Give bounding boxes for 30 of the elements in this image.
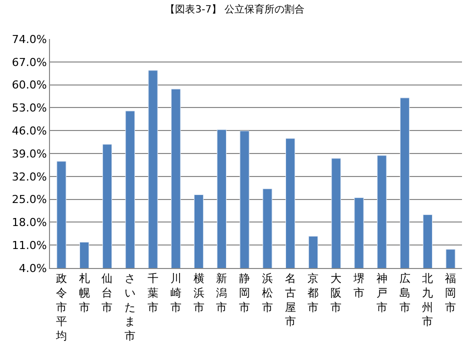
x-tick-label: 浜松市: [262, 272, 273, 314]
x-tick-label: 堺市: [352, 272, 364, 300]
x-tick-label: 札幌市: [78, 272, 90, 314]
x-tick-label: 仙台市: [102, 272, 113, 314]
x-tick-label: 北九州市: [422, 272, 434, 328]
y-tick-label: 46.0%: [12, 124, 47, 138]
y-tick-label: 74.0%: [12, 32, 47, 46]
y-tick-label: 53.0%: [12, 102, 47, 115]
y-tick-label: 11.0%: [12, 238, 47, 252]
y-tick-label: 67.0%: [12, 56, 47, 69]
x-tick-label: さいたま市: [124, 272, 136, 342]
y-tick-label: 4.0%: [18, 262, 47, 275]
x-tick-label: 京都市: [308, 272, 319, 314]
y-tick-label: 32.0%: [12, 170, 47, 184]
x-tick-label: 名古屋市: [284, 272, 296, 328]
x-tick-label: 神戸市: [376, 272, 388, 314]
x-tick-label: 川崎市: [170, 272, 182, 314]
x-tick-label: 横浜市: [193, 272, 204, 314]
x-tick-label: 大阪市: [330, 272, 342, 314]
y-tick-label: 25.0%: [12, 193, 47, 206]
x-tick-label: 新潟市: [216, 272, 228, 314]
y-tick-label: 39.0%: [12, 147, 47, 160]
x-tick-label: 千葉市: [148, 272, 158, 314]
x-tick-label: 静岡市: [239, 272, 250, 314]
chart-title: 【図表3-7】 公立保育所の割合: [165, 3, 305, 16]
x-tick-label: 福岡市: [445, 272, 456, 314]
x-tick-label: 広島市: [399, 272, 410, 314]
x-tick-label: 政令市平均: [54, 272, 67, 342]
y-tick-label: 18.0%: [12, 216, 47, 230]
y-tick-label: 60.0%: [12, 78, 47, 92]
